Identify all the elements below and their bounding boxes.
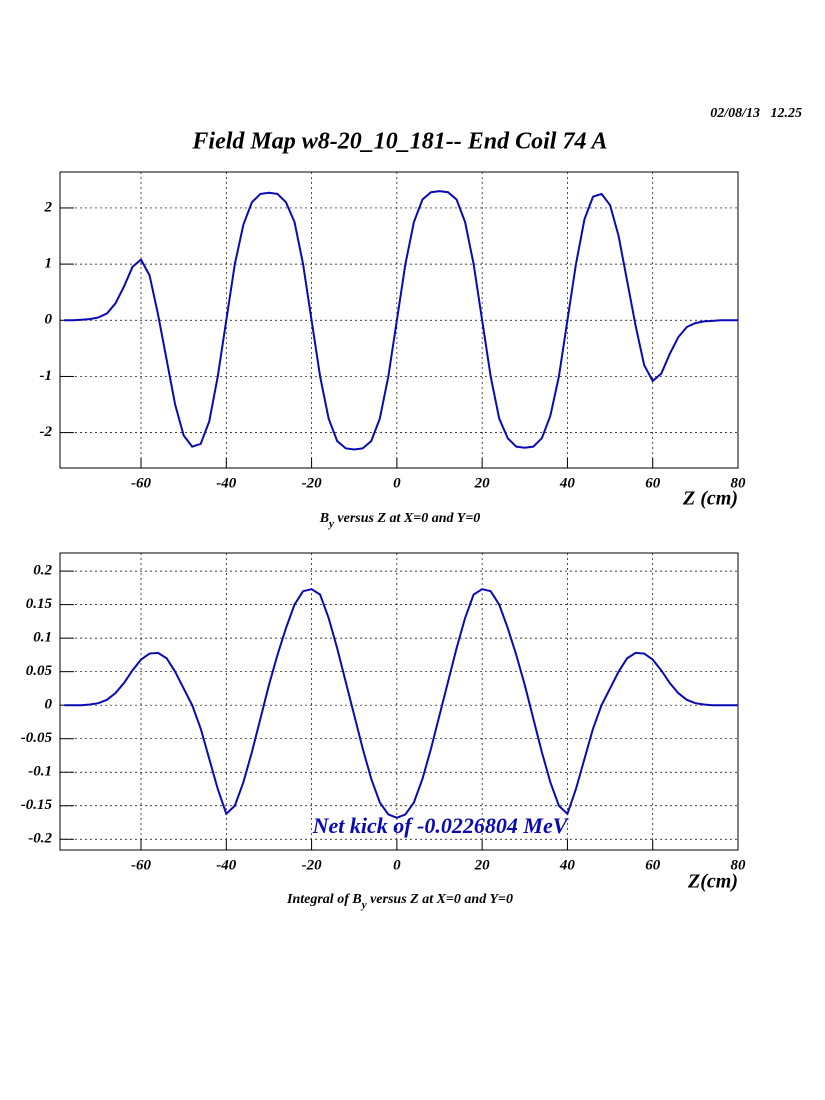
x-tick-label: -60: [131, 857, 151, 873]
caption-part: Integral of B: [286, 892, 362, 907]
caption-part: versus Z at X=0 and Y=0: [334, 511, 480, 526]
caption: Integral of By versus Z at X=0 and Y=0: [286, 892, 513, 910]
caption-part: y: [360, 899, 367, 911]
data-line: [64, 190, 738, 451]
y-tick-label: 0.15: [26, 596, 53, 612]
x-tick-label: 20: [474, 475, 491, 491]
y-tick-label: 2: [44, 199, 53, 215]
x-axis-label: Z(cm): [687, 871, 738, 893]
plot-frame: [59, 552, 739, 851]
x-tick-label: 20: [474, 857, 491, 873]
caption-part: B: [319, 511, 329, 526]
x-tick-label: -60: [131, 475, 151, 491]
x-axis-label: Z (cm): [682, 488, 738, 510]
x-tick-label: -40: [216, 475, 236, 491]
x-tick-label: -20: [302, 475, 322, 491]
data-line: [64, 588, 738, 819]
x-tick-label: 80: [731, 857, 747, 873]
y-tick-label: -0.05: [21, 730, 53, 746]
caption-part: versus Z at X=0 and Y=0: [367, 892, 513, 907]
y-tick-label: 0.1: [33, 630, 52, 646]
date: 02/08/13 12.25: [710, 106, 802, 121]
y-tick-label: 0.2: [33, 563, 52, 579]
y-tick-label: -0.2: [28, 831, 52, 847]
y-tick-label: -0.15: [21, 797, 53, 813]
y-tick-label: 0: [45, 697, 53, 713]
caption: By versus Z at X=0 and Y=0: [319, 511, 481, 529]
caption-part: y: [327, 518, 334, 530]
x-tick-label: 40: [559, 857, 576, 873]
x-tick-label: 0: [393, 857, 401, 873]
x-tick-label: 40: [559, 475, 576, 491]
y-tick-label: 0: [45, 312, 53, 328]
x-tick-label: -40: [216, 857, 236, 873]
x-tick-label: 80: [731, 475, 747, 491]
x-tick-label: 0: [393, 475, 401, 491]
y-tick-label: -2: [40, 424, 53, 440]
y-tick-label: 1: [45, 256, 53, 272]
y-tick-label: 0.05: [26, 663, 53, 679]
annotation: Net kick of -0.0226804 MeV: [312, 813, 570, 838]
x-tick-label: 60: [645, 857, 661, 873]
x-tick-label: -20: [302, 857, 322, 873]
y-tick-label: -0.1: [28, 764, 52, 780]
y-tick-label: -1: [40, 368, 53, 384]
x-tick-label: 60: [645, 475, 661, 491]
title: Field Map w8-20_10_181-- End Coil 74 A: [191, 129, 607, 155]
